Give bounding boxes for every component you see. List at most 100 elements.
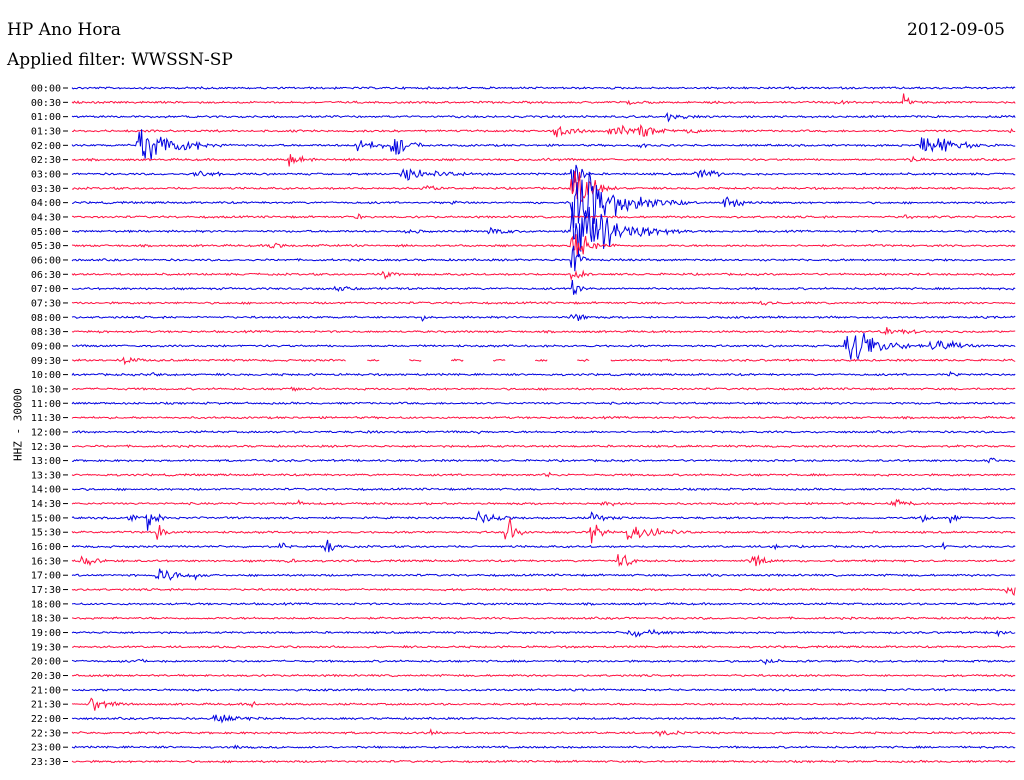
row-time-label: 07:00	[31, 284, 61, 295]
trace-row-0930	[535, 358, 548, 362]
trace-row-0930	[409, 359, 422, 362]
trace-row-1000	[71, 370, 1016, 377]
row-time-label: 10:00	[31, 370, 61, 381]
row-time-label: 21:00	[31, 685, 61, 696]
date-label: 2012-09-05	[906, 20, 1005, 40]
trace-row-1200	[71, 430, 1016, 435]
row-time-label: 18:00	[31, 599, 61, 610]
trace-row-1600	[71, 539, 1016, 553]
trace-row-0530	[71, 234, 1016, 256]
row-time-label: 00:30	[31, 98, 61, 109]
trace-row-0930	[450, 358, 464, 362]
row-time-label: 19:30	[31, 642, 61, 653]
trace-row-0100	[71, 112, 1016, 123]
row-time-label: 09:00	[31, 341, 61, 352]
trace-row-0430	[71, 213, 1016, 220]
filter-label: Applied filter: WWSSN-SP	[7, 50, 233, 70]
trace-row-0200	[71, 129, 1016, 161]
row-time-label: 05:00	[31, 227, 61, 238]
trace-row-0300	[71, 164, 1016, 194]
row-time-label: 23:00	[31, 743, 61, 754]
trace-row-0400	[71, 171, 1016, 228]
trace-row-1900	[71, 628, 1016, 638]
row-time-label: 18:30	[31, 614, 61, 625]
row-time-label: 13:00	[31, 456, 61, 467]
trace-row-0830	[71, 327, 1016, 336]
trace-row-0930	[577, 358, 590, 363]
row-time-label: 22:30	[31, 728, 61, 739]
station-title: HP Ano Hora	[7, 20, 121, 40]
trace-row-1430	[71, 498, 1016, 508]
row-time-label: 13:30	[31, 470, 61, 481]
row-time-label: 07:30	[31, 298, 61, 309]
trace-row-0130	[71, 123, 1016, 138]
trace-row-2200	[71, 714, 1016, 724]
trace-row-0230	[71, 154, 1016, 167]
row-time-label: 16:30	[31, 556, 61, 567]
row-time-label: 11:30	[31, 413, 61, 424]
row-time-label: 08:00	[31, 313, 61, 324]
row-time-label: 04:00	[31, 198, 61, 209]
row-time-label: 02:30	[31, 155, 61, 166]
trace-row-1400	[71, 487, 1016, 492]
trace-row-1530	[71, 518, 1016, 544]
row-time-label: 06:30	[31, 270, 61, 281]
row-time-label: 17:30	[31, 585, 61, 596]
row-time-label: 01:30	[31, 126, 61, 137]
row-time-label: 16:00	[31, 542, 61, 553]
trace-row-1330	[71, 471, 1016, 478]
row-time-label: 12:00	[31, 427, 61, 438]
trace-row-0930	[367, 358, 380, 362]
row-time-label: 19:00	[31, 628, 61, 639]
row-time-label: 20:00	[31, 657, 61, 668]
trace-row-2130	[71, 697, 1016, 711]
row-time-label: 02:00	[31, 141, 61, 152]
trace-row-0730	[71, 300, 1016, 306]
row-time-label: 15:00	[31, 513, 61, 524]
trace-row-1630	[71, 554, 1016, 568]
row-time-label: 15:30	[31, 528, 61, 539]
row-time-label: 14:30	[31, 499, 61, 510]
trace-row-1030	[71, 386, 1016, 392]
trace-row-1800	[71, 601, 1016, 606]
trace-row-1730	[71, 586, 1016, 596]
row-time-label: 03:30	[31, 184, 61, 195]
trace-row-1830	[71, 616, 1016, 621]
trace-row-2100	[71, 687, 1016, 692]
row-time-label: 05:30	[31, 241, 61, 252]
row-time-label: 21:30	[31, 700, 61, 711]
trace-row-1500	[71, 510, 1016, 531]
trace-row-0930	[610, 358, 1016, 363]
trace-row-1130	[71, 415, 1016, 420]
row-time-label: 00:00	[31, 84, 61, 95]
trace-row-2030	[71, 673, 1016, 678]
trace-row-2230	[71, 728, 1016, 738]
trace-row-0700	[71, 279, 1016, 296]
trace-row-1100	[71, 401, 1016, 406]
trace-row-0930	[492, 358, 506, 362]
row-time-label: 23:30	[31, 757, 61, 768]
trace-row-0500	[71, 201, 1016, 257]
trace-row-0800	[71, 313, 1016, 322]
trace-row-2330	[71, 759, 1016, 764]
row-time-label: 06:00	[31, 255, 61, 266]
row-time-label: 10:30	[31, 384, 61, 395]
trace-row-0900	[71, 332, 1016, 361]
row-time-label: 01:00	[31, 112, 61, 123]
trace-row-2300	[71, 744, 1016, 750]
row-time-label: 12:30	[31, 442, 61, 453]
trace-row-0630	[71, 269, 1016, 282]
trace-row-1300	[71, 457, 1016, 464]
trace-row-0000	[71, 86, 1016, 90]
row-time-label: 09:30	[31, 356, 61, 367]
row-time-label: 11:00	[31, 399, 61, 410]
row-time-label: 17:00	[31, 571, 61, 582]
trace-row-1230	[72, 444, 1016, 449]
trace-row-1930	[71, 644, 1016, 649]
row-time-label: 08:30	[31, 327, 61, 338]
trace-row-0030	[71, 93, 1016, 106]
row-time-label: 20:30	[31, 671, 61, 682]
trace-row-0930	[71, 356, 346, 366]
trace-row-2000	[71, 658, 1016, 666]
